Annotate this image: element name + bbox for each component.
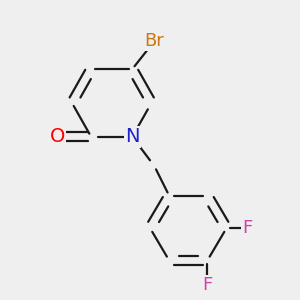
Text: Br: Br: [145, 32, 164, 50]
Text: F: F: [242, 219, 252, 237]
Text: N: N: [125, 127, 140, 146]
Text: F: F: [202, 276, 212, 294]
Text: O: O: [50, 127, 65, 146]
